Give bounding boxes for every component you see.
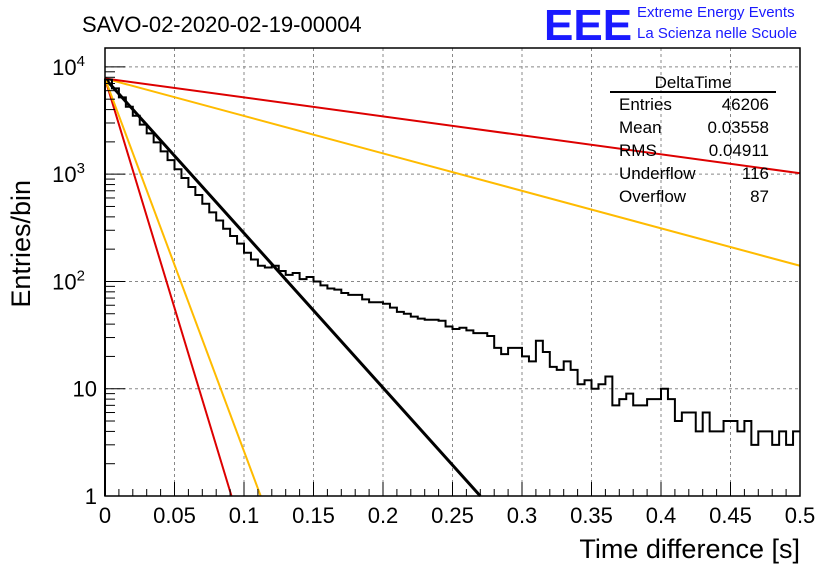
x-tick-label: 0.05 (153, 503, 196, 528)
x-tick-label: 0 (99, 503, 111, 528)
fit-line (103, 77, 482, 498)
y-tick-label: 1 (85, 484, 97, 509)
stats-box: DeltaTime Entries 46206 Mean 0.03558 RMS 0.04… (610, 73, 776, 206)
stats-row-value: 46206 (722, 95, 769, 114)
fit-line (104, 78, 233, 497)
y-tick-label: 102 (52, 267, 85, 294)
stats-row-value: 0.04911 (709, 141, 769, 160)
x-tick-label: 0.4 (646, 503, 677, 528)
fit-lines (103, 77, 801, 498)
stats-row-label: RMS (619, 141, 657, 160)
x-tick-label: 0.5 (785, 503, 816, 528)
histogram-series (104, 78, 800, 496)
stats-row-label: Entries (619, 95, 672, 114)
stats-row-value: 0.03558 (708, 118, 769, 137)
stats-row-label: Mean (619, 118, 662, 137)
x-axis-label: Time difference [s] (579, 534, 800, 564)
fit-line (104, 77, 801, 175)
x-tick-label: 0.45 (709, 503, 752, 528)
stats-row-value: 87 (750, 187, 769, 206)
y-tick-label: 10 (73, 377, 97, 402)
stats-row-label: Overflow (619, 187, 687, 206)
y-axis-label: Entries/bin (6, 180, 36, 308)
plot-area (103, 47, 801, 498)
x-tick-label: 0.1 (229, 503, 260, 528)
y-tick-label: 103 (52, 160, 85, 187)
brand-line-2: La Scienza nelle Scuole (637, 25, 797, 42)
axis-ticks (104, 66, 801, 497)
fit-line (104, 77, 801, 267)
y-tick-labels: 1 10 102 103 104 (52, 53, 97, 509)
x-tick-label: 0.3 (507, 503, 538, 528)
plot-title: SAVO-02-2020-02-19-00004 (82, 12, 362, 37)
brand-line-1: Extreme Energy Events (637, 4, 795, 21)
x-tick-label: 0.35 (570, 503, 613, 528)
stats-row-label: Underflow (619, 164, 696, 183)
stats-title: DeltaTime (655, 73, 732, 92)
stats-rows: Entries 46206 Mean 0.03558 RMS 0.04911 Underfl… (619, 95, 769, 206)
x-tick-label: 0.15 (292, 503, 335, 528)
x-tick-label: 0.25 (431, 503, 474, 528)
stats-row-value: 116 (742, 164, 769, 183)
eee-logo: EEE (544, 1, 632, 50)
y-tick-label: 104 (52, 53, 85, 80)
eee-brand-block: EEE Extreme Energy Events La Scienza nel… (544, 1, 797, 50)
x-tick-labels: 0 0.05 0.1 0.15 0.2 0.25 0.3 0.35 0.4 0.45 0.5 (99, 503, 815, 528)
fit-line (104, 78, 262, 497)
x-tick-label: 0.2 (368, 503, 399, 528)
